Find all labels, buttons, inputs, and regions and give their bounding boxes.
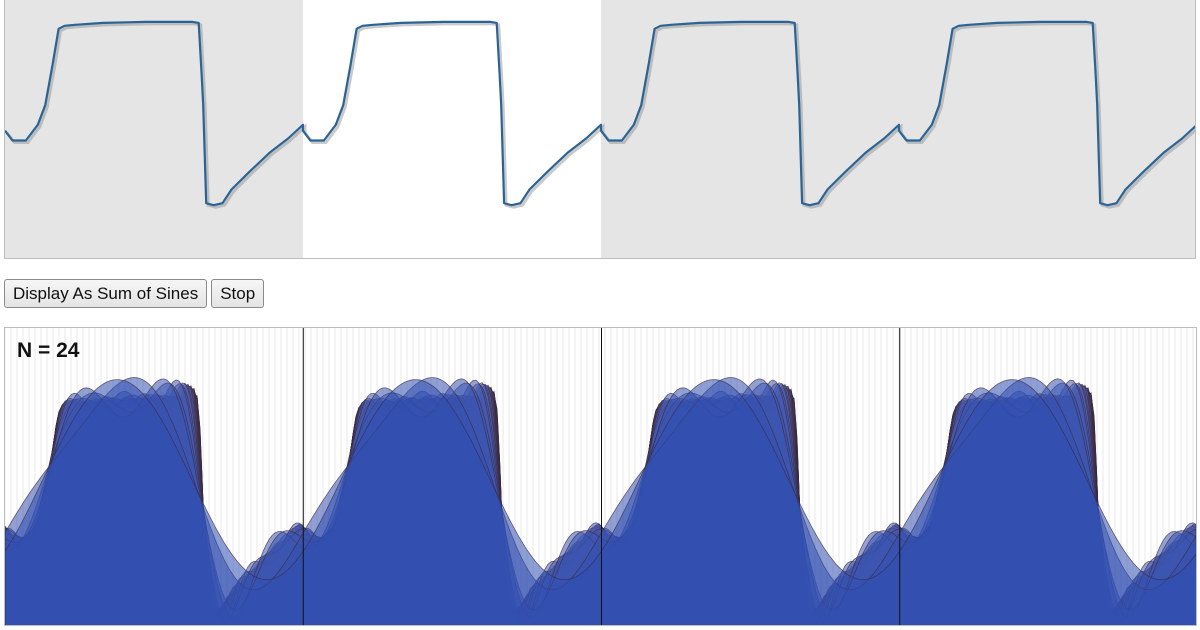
controls-bar: Display As Sum of Sines Stop [4,279,265,308]
harmonic-count-label: N = 24 [17,339,80,362]
sum-of-sines-canvas: N = 24 [4,327,1197,626]
period-background [5,0,304,258]
display-sum-of-sines-button[interactable]: Display As Sum of Sines [4,279,208,308]
waveform-line[interactable] [5,20,1196,207]
period-background [899,0,1195,258]
period-background [601,0,900,258]
waveform-editor-svg[interactable] [5,0,1196,259]
waveform-editor-canvas[interactable] [4,0,1196,259]
sum-of-sines-svg [5,328,1196,625]
stop-button[interactable]: Stop [211,279,265,308]
period-background [303,0,602,258]
waveform-shadow [5,22,1195,209]
